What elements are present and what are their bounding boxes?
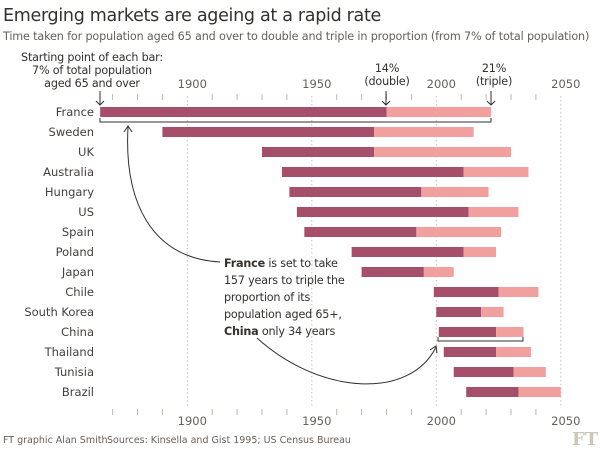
bottom-tick-label-1950: 1950 [302, 414, 331, 428]
bar-triple-china [496, 327, 524, 337]
bar-triple-poland [463, 247, 497, 257]
bar-double-chile [433, 287, 499, 297]
top-tick-label-1900: 1900 [178, 77, 207, 91]
bar-triple-chile [498, 287, 539, 297]
note-line-4: population aged 65+, [224, 308, 342, 321]
top-tick-label-1950: 1950 [302, 77, 331, 91]
china-bracket [437, 337, 524, 342]
bar-triple-australia [463, 167, 529, 177]
category-label: Tunisia [54, 365, 94, 379]
bar-double-tunisia [453, 367, 514, 377]
category-label: Thailand [44, 345, 94, 359]
category-label: South Korea [24, 305, 94, 319]
triple-label-2: (triple) [476, 75, 512, 88]
category-label: Japan [61, 265, 94, 279]
top-tick-label-2000: 2000 [427, 77, 456, 91]
category-label: Sweden [49, 125, 94, 139]
start-annotation: Starting point of each bar: 7% of total … [21, 51, 163, 90]
bottom-tick-label-2000: 2000 [427, 414, 456, 428]
category-label: Spain [62, 225, 94, 239]
chart-title: Emerging markets are ageing at a rapid r… [3, 6, 381, 26]
triple-arrow-icon [486, 91, 496, 106]
bar-triple-sweden [374, 127, 474, 137]
bar-triple-france [386, 107, 492, 117]
note-line-5: China only 34 years [224, 325, 335, 338]
bar-triple-japan [423, 267, 454, 277]
note-line-2: 157 years to triple the [224, 274, 345, 287]
note-line-1: France is set to take [224, 257, 338, 270]
category-label: UK [78, 145, 94, 159]
bar-double-spain [304, 227, 417, 237]
bar-double-thailand [443, 347, 497, 357]
bar-triple-hungary [421, 187, 489, 197]
bar-double-sweden [162, 127, 375, 137]
france-callout-arrow [127, 126, 221, 263]
double-label-2: (double) [364, 75, 409, 88]
callout-note: France is set to take 157 years to tripl… [224, 257, 345, 338]
bar-double-uk [262, 147, 375, 157]
bar-triple-uk [374, 147, 511, 157]
chart-subtitle: Time taken for population aged 65 and ov… [2, 30, 589, 43]
france-bracket [99, 118, 492, 123]
triple-label-1: 21% [482, 62, 507, 75]
note-line-3: proportion of its [224, 291, 310, 304]
bar-triple-thailand [496, 347, 531, 357]
triple-annotation: 21% (triple) [476, 62, 513, 88]
category-label: Poland [56, 245, 94, 259]
down-arrow-icons [95, 91, 524, 385]
bar-triple-spain [416, 227, 502, 237]
bar-double-south-korea [436, 307, 482, 317]
bar-triple-brazil [518, 387, 561, 397]
bottom-tick-label-1900: 1900 [178, 414, 207, 428]
category-label: Australia [43, 165, 94, 179]
china-callout-arrow [256, 337, 437, 385]
bar-double-china [438, 327, 497, 337]
category-label: US [78, 205, 94, 219]
bar-triple-us [468, 207, 519, 217]
france-arrowhead-icon [123, 125, 133, 133]
start-arrow-icon [95, 91, 105, 106]
bar-double-australia [281, 167, 464, 177]
category-label: Hungary [45, 185, 94, 199]
bottom-tick-label-2050: 2050 [551, 414, 580, 428]
bar-triple-south-korea [481, 307, 504, 317]
category-label: France [56, 105, 94, 119]
bar-double-hungary [289, 187, 422, 197]
start-label-1: Starting point of each bar: [21, 51, 163, 64]
double-label-1: 14% [375, 62, 400, 75]
bar-double-brazil [466, 387, 519, 397]
bar-triple-tunisia [513, 367, 546, 377]
start-label-2: 7% of total population [32, 64, 152, 77]
bar-double-france [100, 107, 387, 117]
ft-logo: FT [572, 429, 599, 450]
double-annotation: 14% (double) [364, 62, 409, 88]
category-label: Chile [65, 285, 94, 299]
category-label: China [61, 325, 94, 339]
axes: 1900 1900 1950 1950 2000 2000 2050 2050 [112, 77, 580, 428]
footer-credit: FT graphic Alan Smith [3, 435, 107, 446]
bar-double-us [296, 207, 469, 217]
bar-double-japan [361, 267, 424, 277]
start-label-3: aged 65 and over [44, 77, 140, 90]
top-tick-label-2050: 2050 [551, 77, 580, 91]
footer-sources: Sources: Kinsella and Gist 1995; US Cens… [107, 435, 351, 446]
china-arrowhead-icon [429, 345, 438, 354]
double-arrow-icon [381, 91, 391, 106]
bar-double-poland [351, 247, 464, 257]
bars: France Sweden UK Australia Hungary US Spain Pol… [24, 105, 561, 399]
category-label: Brazil [62, 385, 94, 399]
